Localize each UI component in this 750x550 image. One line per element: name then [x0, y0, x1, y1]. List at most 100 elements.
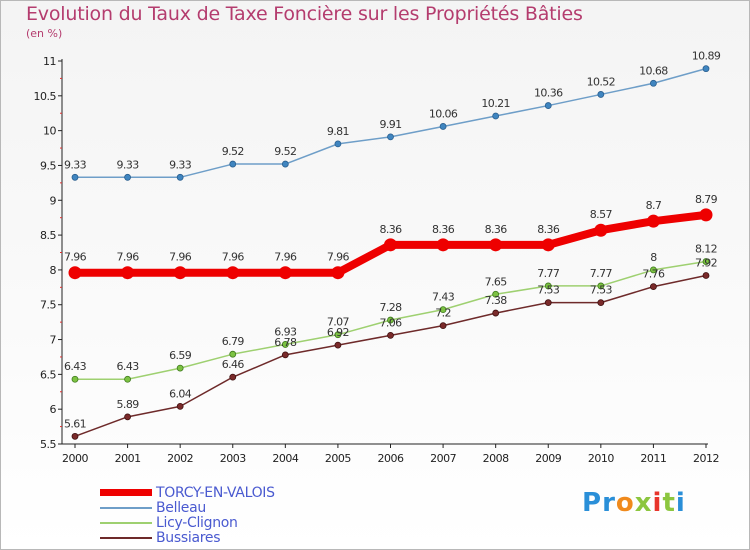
logo-letter: o	[615, 488, 635, 518]
y-tick-label: 6	[50, 403, 57, 416]
data-label-bussiares: 7.76	[642, 268, 665, 281]
data-point-belleau	[71, 173, 79, 181]
data-point-torcy	[68, 266, 82, 280]
x-tick-label: 2002	[167, 452, 193, 465]
data-point-torcy	[226, 266, 240, 280]
data-point-belleau	[544, 102, 552, 109]
data-label-torcy: 8.7	[646, 199, 662, 212]
logo-letter: x	[634, 488, 653, 518]
data-point-belleau	[229, 160, 237, 168]
legend-label-torcy: TORCY-EN-VALOIS	[156, 485, 275, 501]
logo-letter: i	[652, 488, 663, 518]
data-label-torcy: 8.36	[379, 223, 402, 236]
y-tick-label: 7	[50, 334, 57, 347]
legend-label-licy-clignon: Licy-Clignon	[156, 515, 238, 531]
data-label-belleau: 9.52	[274, 145, 296, 158]
data-point-bussiares	[597, 299, 605, 307]
data-point-belleau	[176, 173, 184, 181]
legend: TORCY-EN-VALOIS Belleau Licy-Clignon Bus…	[100, 485, 360, 546]
data-point-belleau	[281, 160, 289, 168]
data-point-bussiares	[650, 283, 657, 291]
x-tick-label: 2005	[325, 452, 351, 465]
data-label-bussiares: 7.53	[537, 284, 560, 297]
data-label-bussiares: 7.2	[435, 307, 451, 320]
data-point-belleau	[387, 133, 394, 141]
data-label-torcy: 8.57	[590, 208, 613, 221]
data-point-licy-clignon	[71, 375, 79, 383]
data-label-torcy: 7.96	[327, 251, 350, 264]
chart-title: Evolution du Taux de Taxe Foncière sur l…	[26, 3, 583, 25]
data-point-belleau	[124, 173, 131, 181]
y-tick-label: 10	[43, 125, 56, 138]
data-label-licy-clignon: 6.93	[274, 325, 297, 338]
data-label-licy-clignon: 7.43	[432, 291, 455, 304]
data-label-belleau: 9.33	[117, 158, 140, 171]
legend-swatch-torcy	[100, 489, 152, 496]
data-label-licy-clignon: 8.12	[695, 243, 717, 256]
data-point-bussiares	[439, 322, 447, 330]
x-tick-label: 2009	[535, 452, 561, 465]
data-point-belleau	[650, 79, 657, 87]
y-tick-label: 6.5	[40, 368, 56, 381]
data-label-torcy: 8.36	[485, 223, 508, 236]
legend-item-belleau: Belleau	[100, 500, 360, 516]
y-tick-label: 10.5	[34, 90, 57, 103]
data-point-bussiares	[334, 341, 342, 349]
data-label-bussiares: 6.78	[274, 336, 297, 349]
data-label-licy-clignon: 6.59	[169, 349, 192, 362]
data-label-bussiares: 7.92	[695, 256, 717, 269]
legend-item-torcy: TORCY-EN-VALOIS	[100, 485, 360, 501]
data-point-licy-clignon	[176, 364, 184, 372]
y-tick-label: 7.5	[40, 299, 56, 312]
data-point-bussiares	[71, 432, 79, 440]
x-tick-label: 2010	[588, 452, 614, 465]
data-label-licy-clignon: 7.65	[485, 275, 508, 288]
data-point-torcy	[278, 266, 292, 280]
data-label-bussiares: 5.61	[64, 417, 86, 430]
data-label-belleau: 10.21	[481, 97, 510, 110]
x-tick-label: 2004	[272, 452, 298, 465]
data-point-licy-clignon	[650, 266, 657, 274]
data-label-belleau: 9.81	[327, 125, 349, 138]
y-tick-label: 11	[43, 55, 56, 68]
x-tick-label: 2011	[640, 452, 666, 465]
data-label-bussiares: 7.38	[485, 294, 508, 307]
data-point-torcy	[541, 238, 555, 252]
data-label-bussiares: 7.53	[590, 284, 613, 297]
proxiti-logo: Proxiti	[582, 488, 686, 518]
data-label-bussiares: 5.89	[117, 398, 140, 411]
legend-swatch-bussiares	[100, 537, 152, 539]
data-point-belleau	[597, 91, 605, 98]
data-label-belleau: 9.33	[64, 158, 87, 171]
data-label-licy-clignon: 8	[650, 251, 657, 264]
data-label-torcy: 7.96	[64, 251, 87, 264]
data-label-bussiares: 6.04	[169, 387, 192, 400]
legend-item-licy-clignon: Licy-Clignon	[100, 515, 360, 531]
logo-letter: r	[602, 488, 616, 518]
data-point-bussiares	[124, 413, 131, 421]
data-point-licy-clignon	[124, 375, 131, 383]
data-point-torcy	[699, 208, 713, 222]
legend-item-bussiares: Bussiares	[100, 530, 360, 546]
data-label-torcy: 7.96	[117, 251, 140, 264]
data-point-licy-clignon	[229, 350, 237, 358]
data-point-belleau	[702, 65, 710, 73]
data-point-torcy	[173, 266, 187, 280]
data-label-belleau: 9.33	[169, 158, 192, 171]
data-point-bussiares	[492, 309, 500, 317]
data-label-belleau: 9.91	[379, 118, 401, 131]
y-tick-label: 9	[50, 194, 57, 207]
data-label-bussiares: 6.92	[327, 326, 349, 339]
y-tick-label: 8.5	[40, 229, 56, 242]
data-point-licy-clignon	[544, 282, 552, 290]
data-point-bussiares	[176, 402, 184, 410]
legend-label-bussiares: Bussiares	[156, 530, 221, 546]
data-point-licy-clignon	[597, 282, 605, 290]
data-label-bussiares: 7.06	[379, 316, 402, 329]
data-point-torcy	[646, 214, 660, 228]
data-label-belleau: 9.52	[222, 145, 244, 158]
data-point-torcy	[331, 266, 345, 280]
data-label-licy-clignon: 7.77	[590, 267, 613, 280]
x-tick-label: 2000	[62, 452, 88, 465]
legend-label-belleau: Belleau	[156, 500, 206, 516]
